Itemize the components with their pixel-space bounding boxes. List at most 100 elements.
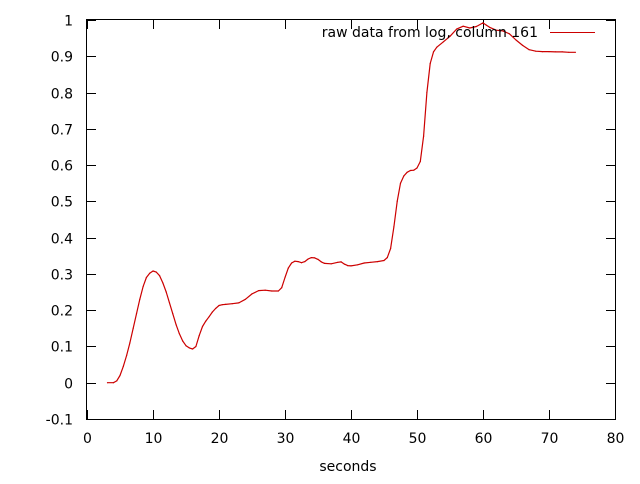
data-point	[155, 271, 157, 273]
ytick-label: 0.4	[51, 232, 73, 248]
data-point	[432, 51, 435, 53]
ytick-label: 1	[64, 14, 73, 30]
data-point	[277, 290, 279, 292]
data-point	[132, 327, 134, 329]
data-point	[231, 303, 233, 305]
xtick-label: 30	[277, 431, 295, 447]
data-point	[145, 276, 147, 279]
data-point	[485, 24, 487, 26]
data-point	[399, 182, 402, 184]
data-point	[317, 258, 319, 260]
data-point	[363, 262, 365, 264]
data-point	[251, 293, 253, 295]
data-point	[535, 50, 537, 52]
data-point	[225, 303, 227, 305]
data-point	[208, 316, 210, 318]
ytick-label: 0.7	[51, 123, 73, 139]
data-point	[396, 200, 398, 202]
xtick-label: 70	[541, 431, 559, 447]
data-point	[413, 169, 415, 171]
data-point	[129, 342, 131, 344]
data-point	[456, 28, 458, 30]
xtick-label: 80	[607, 431, 625, 447]
data-point	[541, 51, 544, 53]
data-point	[135, 313, 138, 315]
data-point	[314, 257, 316, 259]
data-point	[528, 49, 530, 51]
ytick-label: 0.3	[51, 268, 73, 284]
data-point	[482, 22, 484, 24]
data-point	[337, 261, 339, 263]
ytick-label: 0.1	[51, 340, 73, 356]
data-point	[271, 290, 273, 292]
data-point	[198, 335, 200, 337]
data-point	[419, 160, 421, 163]
data-point	[221, 304, 223, 306]
data-point	[304, 261, 306, 263]
ytick-label: 0.2	[51, 304, 73, 320]
data-point	[343, 263, 345, 265]
data-point	[165, 291, 167, 293]
data-point	[119, 374, 121, 377]
data-point	[281, 287, 283, 289]
data-point	[106, 382, 109, 384]
data-point	[568, 51, 570, 53]
data-point	[152, 270, 154, 272]
data-point	[522, 44, 524, 47]
y-tick-labels: -0.1 0 0.1 0.2 0.3 0.4 0.5 0.6 0.7 0.8 0.9 1	[46, 14, 73, 429]
data-point	[403, 175, 405, 177]
data-point	[386, 257, 388, 259]
data-point	[182, 340, 184, 342]
data-point	[383, 259, 385, 262]
data-point	[178, 333, 180, 335]
ytick-label: -0.1	[46, 413, 73, 429]
data-point	[406, 171, 408, 173]
data-point	[142, 286, 144, 288]
data-point	[515, 39, 517, 41]
data-point	[436, 46, 438, 48]
data-point	[340, 261, 342, 263]
data-point	[162, 282, 164, 284]
data-point	[409, 169, 411, 172]
data-point	[423, 135, 425, 137]
xtick-label: 40	[343, 431, 361, 447]
xtick-label: 50	[409, 431, 427, 447]
data-point	[175, 324, 177, 326]
legend: raw data from log, column 161	[322, 25, 595, 41]
data-point	[122, 365, 124, 367]
xtick-label: 0	[83, 431, 92, 447]
data-point	[330, 263, 332, 265]
ytick-label: 0.5	[51, 195, 73, 211]
ytick-label: 0	[64, 377, 73, 393]
data-point	[188, 347, 190, 349]
data-point	[561, 51, 563, 53]
series-layer	[106, 22, 577, 384]
data-point	[172, 313, 174, 315]
data-point	[416, 167, 418, 169]
series-line	[107, 22, 576, 384]
data-point	[112, 382, 114, 384]
data-point	[307, 258, 309, 260]
xtick-label: 60	[475, 431, 493, 447]
data-point	[574, 51, 577, 53]
xtick-label: 10	[145, 431, 163, 447]
data-point	[449, 35, 451, 37]
data-point	[264, 289, 266, 291]
data-point	[300, 262, 303, 264]
data-point	[347, 265, 349, 267]
data-point	[258, 290, 260, 292]
x-tick-labels: 0 10 20 30 40 50 60 70 80	[83, 431, 624, 447]
data-point	[475, 25, 477, 28]
data-point	[548, 51, 550, 53]
data-point	[429, 62, 431, 65]
plot-frame	[86, 19, 616, 420]
data-point	[238, 302, 240, 304]
data-point	[442, 41, 444, 43]
ytick-label: 0.6	[51, 159, 73, 175]
data-point	[390, 247, 392, 250]
data-point	[370, 261, 372, 263]
data-point	[462, 25, 464, 27]
ytick-label: 0.9	[51, 50, 73, 66]
